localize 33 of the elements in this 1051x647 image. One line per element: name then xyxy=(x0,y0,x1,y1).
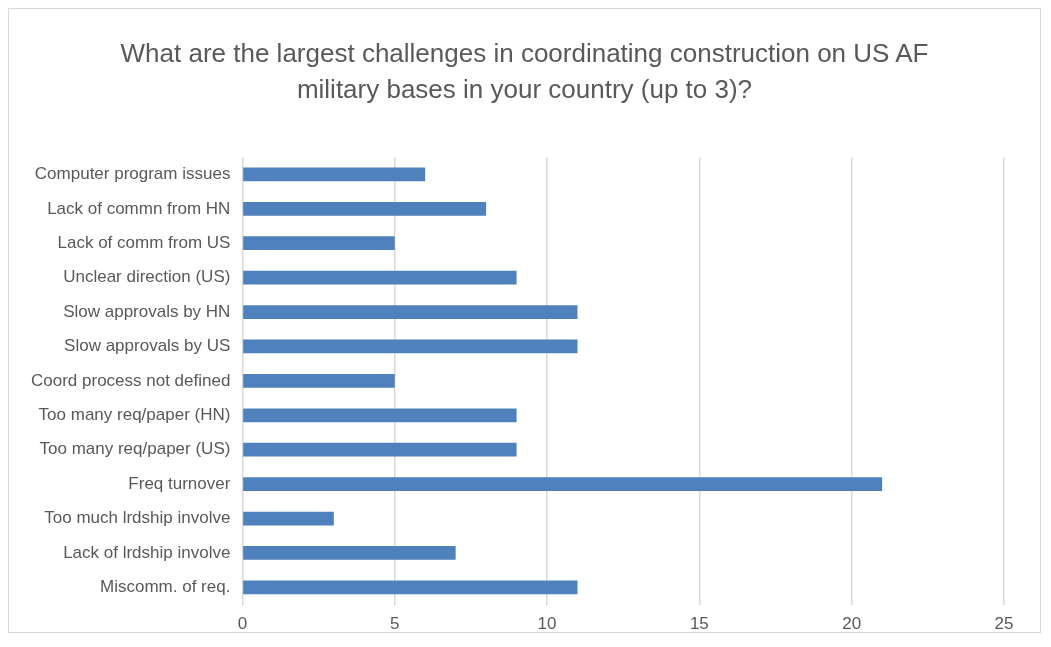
y-tick-label: Lack of comm from US xyxy=(57,232,231,252)
x-tick-label: 15 xyxy=(689,614,709,634)
chart-title: What are the largest challenges in coordinating construction on US AF military bases in your country (up to 3)? xyxy=(119,37,930,106)
y-tick-label: Unclear direction (US) xyxy=(63,267,231,287)
bar xyxy=(243,339,578,354)
bar xyxy=(243,511,334,526)
bar xyxy=(243,305,578,319)
y-tick-label: Too much lrdship involve xyxy=(44,508,231,528)
y-tick-label: Too many req/paper (US) xyxy=(39,439,231,459)
bar xyxy=(243,201,487,216)
x-tick-label: 0 xyxy=(237,614,248,634)
y-tick-label: Coord process not defined xyxy=(31,370,231,390)
bar xyxy=(243,580,578,595)
y-tick-label: Lack of lrdship involve xyxy=(63,542,231,562)
y-tick-label: Computer program issues xyxy=(34,164,231,184)
bar xyxy=(243,270,517,285)
x-tick-label: 5 xyxy=(389,614,400,634)
bar xyxy=(243,442,517,457)
y-tick-label: Miscomm. of req. xyxy=(100,577,231,597)
bar xyxy=(243,167,426,182)
x-tick-label: 25 xyxy=(994,614,1014,634)
y-tick-label: Slow approvals by HN xyxy=(63,301,231,321)
y-tick-label: Slow approvals by US xyxy=(64,336,231,356)
y-tick-label: Too many req/paper (HN) xyxy=(38,405,231,424)
bar xyxy=(243,408,517,423)
x-tick-label: 20 xyxy=(842,614,862,634)
bar xyxy=(243,546,456,560)
bar xyxy=(243,374,395,388)
x-tick-label: 10 xyxy=(537,614,557,634)
y-tick-label: Freq turnover xyxy=(128,473,231,493)
y-tick-label: Lack of commn from HN xyxy=(47,198,231,218)
bar xyxy=(243,477,883,492)
bar xyxy=(243,236,395,251)
